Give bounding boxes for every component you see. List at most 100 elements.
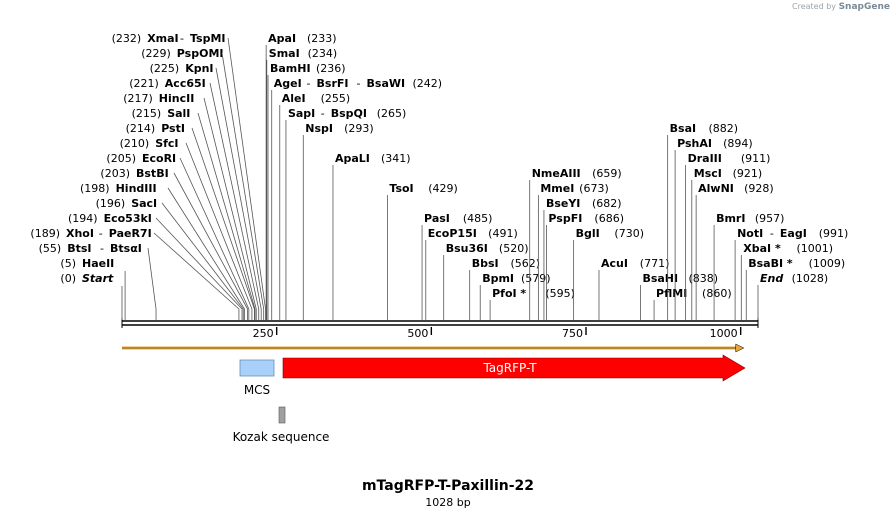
site-name: BsaBI * bbox=[748, 257, 793, 270]
site-position: (579) bbox=[521, 272, 551, 285]
site-position: (1028) bbox=[792, 272, 829, 285]
site-position: (341) bbox=[381, 152, 411, 165]
ruler-tick-label: 500 bbox=[407, 327, 428, 340]
site-position: (562) bbox=[510, 257, 540, 270]
site-name-2: BspQI bbox=[331, 107, 367, 120]
site-name: ApaLI bbox=[335, 152, 370, 165]
site-line bbox=[203, 97, 257, 320]
site-name: SalI bbox=[167, 107, 190, 120]
site-name: XhoI bbox=[66, 227, 94, 240]
brand-prefix: Created by bbox=[792, 2, 837, 11]
site-name: AleI bbox=[282, 92, 306, 105]
site-position: (1001) bbox=[796, 242, 833, 255]
site-position: (1009) bbox=[809, 257, 846, 270]
site-name: AcuI bbox=[601, 257, 628, 270]
site-position: (5) bbox=[60, 257, 76, 270]
site-name: HincII bbox=[159, 92, 195, 105]
snapgene-brand: Created by SnapGene bbox=[792, 2, 890, 12]
site-name: BstBI bbox=[136, 167, 169, 180]
mcs-label: MCS bbox=[244, 383, 270, 397]
site-position: (229) bbox=[141, 47, 171, 60]
site-separator: - bbox=[770, 227, 774, 240]
site-name: SapI bbox=[288, 107, 315, 120]
site-position: (217) bbox=[123, 92, 153, 105]
site-line bbox=[215, 67, 262, 320]
site-separator: - bbox=[99, 227, 103, 240]
site-position: (659) bbox=[592, 167, 622, 180]
site-line bbox=[155, 217, 243, 320]
site-name: TsoI bbox=[389, 182, 413, 195]
site-position: (205) bbox=[106, 152, 136, 165]
site-position: (215) bbox=[132, 107, 162, 120]
site-position: (214) bbox=[126, 122, 156, 135]
site-name: PstI bbox=[161, 122, 185, 135]
site-position: (520) bbox=[499, 242, 529, 255]
ruler-tick-label: 750 bbox=[562, 327, 583, 340]
site-name: ApaI bbox=[268, 32, 296, 45]
site-position: (928) bbox=[744, 182, 774, 195]
site-name-2: TspMI bbox=[190, 32, 226, 45]
site-line bbox=[147, 247, 157, 320]
site-name-3: BsaWI bbox=[367, 77, 406, 90]
site-line bbox=[153, 232, 240, 320]
site-name: NmeAIII bbox=[532, 167, 581, 180]
site-name: BpmI bbox=[482, 272, 514, 285]
site-separator: - bbox=[357, 77, 361, 90]
site-position: (55) bbox=[39, 242, 62, 255]
site-separator: - bbox=[321, 107, 325, 120]
site-line bbox=[179, 157, 250, 320]
site-line bbox=[191, 127, 255, 320]
site-line bbox=[173, 172, 248, 320]
site-position: (189) bbox=[30, 227, 60, 240]
brand-name: SnapGene bbox=[838, 2, 890, 12]
site-position: (485) bbox=[463, 212, 493, 225]
site-position: (198) bbox=[80, 182, 110, 195]
site-position: (673) bbox=[579, 182, 609, 195]
ruler-tick-label: 250 bbox=[253, 327, 274, 340]
site-position: (921) bbox=[733, 167, 763, 180]
site-position: (771) bbox=[640, 257, 670, 270]
site-name-2: PaeR7I bbox=[109, 227, 152, 240]
site-name: SmaI bbox=[269, 47, 300, 60]
site-name: HindIII bbox=[116, 182, 157, 195]
kozak-feature bbox=[278, 406, 286, 424]
site-name: Start bbox=[82, 272, 114, 285]
site-position: (991) bbox=[819, 227, 849, 240]
mcs-feature bbox=[239, 359, 275, 377]
site-name: BsaI bbox=[670, 122, 696, 135]
site-position: (838) bbox=[688, 272, 718, 285]
site-position: (682) bbox=[592, 197, 622, 210]
site-line bbox=[221, 52, 265, 320]
site-name: XbaI * bbox=[743, 242, 781, 255]
site-name: PspFI bbox=[548, 212, 582, 225]
site-position: (894) bbox=[723, 137, 753, 150]
site-position: (911) bbox=[741, 152, 771, 165]
site-name: Eco53kI bbox=[104, 212, 152, 225]
site-line bbox=[167, 187, 245, 320]
site-line bbox=[209, 82, 260, 320]
site-name: KpnI bbox=[185, 62, 213, 75]
site-position: (686) bbox=[594, 212, 624, 225]
site-name: End bbox=[760, 272, 783, 285]
site-position: (236) bbox=[316, 62, 346, 75]
site-name: MscI bbox=[694, 167, 722, 180]
site-name: BsaHI bbox=[642, 272, 678, 285]
site-position: (730) bbox=[614, 227, 644, 240]
site-position: (210) bbox=[120, 137, 150, 150]
site-position: (491) bbox=[488, 227, 518, 240]
ruler-tick-label: 1000 bbox=[710, 327, 738, 340]
site-separator: - bbox=[307, 77, 311, 90]
site-position: (221) bbox=[129, 77, 159, 90]
site-position: (234) bbox=[308, 47, 338, 60]
tagrfp-feature bbox=[282, 354, 746, 382]
site-name: AlwNI bbox=[698, 182, 734, 195]
site-name: PshAI bbox=[677, 137, 712, 150]
site-position: (957) bbox=[755, 212, 785, 225]
site-name: SacI bbox=[131, 197, 157, 210]
site-line bbox=[185, 142, 253, 320]
site-line bbox=[227, 37, 266, 320]
site-line bbox=[161, 202, 244, 320]
site-position: (232) bbox=[112, 32, 142, 45]
site-name-2: BtsαI bbox=[110, 242, 142, 255]
